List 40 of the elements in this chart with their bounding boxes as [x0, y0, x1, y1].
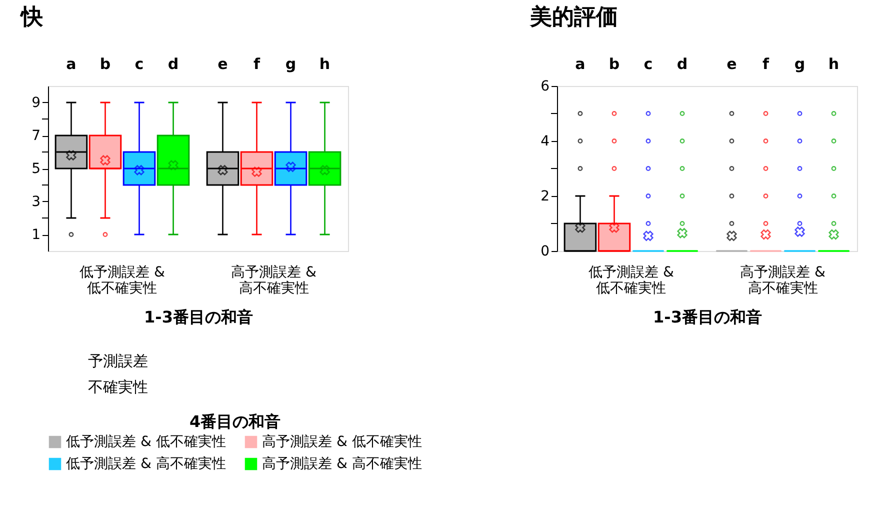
text: h — [319, 55, 330, 73]
text: c — [134, 55, 144, 73]
text: h — [828, 55, 840, 73]
legend-label: 低予測誤差 & 高不確実性 — [66, 456, 226, 472]
y-tick-label: 4 — [540, 134, 550, 150]
y-tick-label: 5 — [32, 161, 40, 177]
text: c — [644, 55, 653, 73]
chart-title: 快 — [19, 5, 44, 30]
x-axis-title: 1-3番目の和音 — [144, 308, 253, 326]
y-tick-label: 1 — [32, 227, 40, 243]
text: g — [794, 55, 806, 73]
legend-label: 高予測誤差 & 低不確実性 — [262, 434, 422, 450]
y-tick-label: 7 — [32, 128, 40, 144]
text: b — [608, 55, 620, 73]
x-tick-label: 低予測誤差 & 低不確実性 — [80, 264, 166, 296]
legend-label: 高予測誤差 & 高不確実性 — [262, 456, 422, 472]
y-tick-label: 3 — [32, 194, 40, 210]
text: a — [575, 55, 586, 73]
x-tick-label: 低予測誤差 & 低不確実性 — [588, 264, 674, 296]
y-tick-label: 9 — [32, 95, 40, 111]
text: 不確実性 — [88, 378, 148, 396]
text: d — [676, 55, 688, 73]
text: g — [285, 55, 296, 73]
text: a — [66, 55, 76, 73]
y-tick-label: 0 — [540, 244, 550, 260]
x-axis-title: 1-3番目の和音 — [653, 308, 762, 326]
x-tick-label: 高予測誤差 & 高不確実性 — [740, 264, 826, 296]
x-tick-label: 高予測誤差 & 高不確実性 — [231, 264, 317, 296]
text: d — [168, 55, 179, 73]
legend-title: 4番目の和音 — [189, 412, 281, 431]
y-tick-label: 2 — [540, 188, 550, 204]
text: b — [100, 55, 111, 73]
y-tick-label: 6 — [540, 78, 550, 94]
text: e — [218, 55, 228, 73]
text: f — [253, 55, 260, 73]
text: e — [726, 55, 737, 73]
chart-title: 美的評価 — [529, 4, 618, 30]
text: 予測誤差 — [88, 352, 148, 370]
legend-label: 低予測誤差 & 低不確実性 — [66, 434, 226, 450]
text: f — [762, 55, 770, 73]
